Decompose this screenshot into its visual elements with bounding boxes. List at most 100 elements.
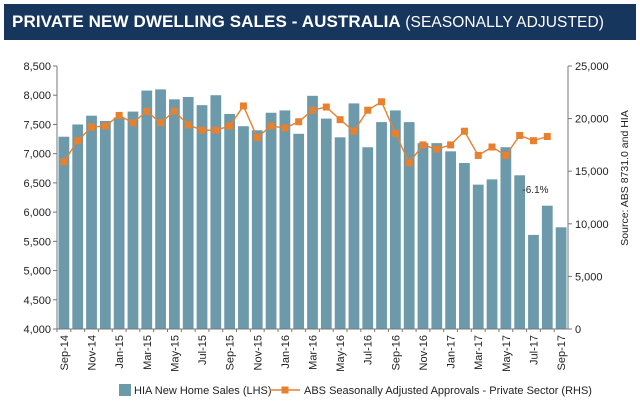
- approvals-marker-Jun-16: [350, 127, 358, 135]
- axes-layer: [53, 65, 572, 332]
- bars-layer: [58, 89, 567, 330]
- bar-Oct-15: [238, 126, 249, 329]
- bar-Jan-17: [445, 151, 456, 329]
- x-tick-label: May-16: [335, 335, 347, 372]
- x-tick-label: Sep-14: [59, 335, 71, 370]
- bar-Apr-16: [320, 118, 332, 329]
- approvals-marker-Sep-14: [60, 158, 68, 166]
- x-tick-label: Mar-15: [142, 335, 154, 370]
- approvals-marker-Feb-17: [460, 127, 468, 135]
- approvals-marker-Feb-16: [295, 118, 303, 126]
- left-tick-label: 6,500: [23, 178, 51, 190]
- approvals-marker-Jan-16: [281, 124, 289, 132]
- approvals-marker-Nov-15: [253, 134, 261, 142]
- right-tick-label: 15,000: [575, 166, 609, 178]
- left-tick-label: 7,000: [23, 149, 51, 161]
- bar-Apr-15: [155, 89, 166, 329]
- bar-May-16: [334, 137, 346, 329]
- bar-Dec-15: [265, 112, 277, 329]
- x-tick-label: Jan-15: [114, 335, 126, 369]
- x-tick-label: Jan-17: [446, 335, 458, 369]
- title-bold: PRIVATE NEW DWELLING SALES - AUSTRALIA: [12, 12, 401, 31]
- source-label: Source: ABS 8731.0 and HIA: [619, 110, 631, 245]
- bar-Sep-15: [224, 113, 236, 330]
- x-tick-label: Jul-17: [528, 335, 540, 365]
- approvals-marker-Aug-17: [543, 132, 551, 140]
- right-tick-label: 20,000: [575, 114, 609, 126]
- right-tick-label: 25,000: [575, 61, 609, 73]
- approvals-marker-May-17: [502, 151, 510, 159]
- x-tick-label: Sep-16: [390, 335, 402, 370]
- left-tick-label: 4,500: [23, 295, 51, 307]
- bar-Jul-15: [196, 105, 208, 329]
- approvals-marker-Sep-16: [391, 129, 399, 137]
- approvals-marker-Apr-16: [322, 103, 330, 111]
- approvals-marker-Oct-14: [74, 137, 82, 145]
- annotation-label: -6.1%: [522, 185, 548, 196]
- x-tick-label: Nov-14: [87, 335, 99, 370]
- bar-Oct-14: [72, 124, 84, 329]
- approvals-marker-Mar-17: [474, 151, 482, 159]
- bar-Sep-17: [555, 227, 567, 329]
- bar-Aug-16: [376, 122, 387, 330]
- approvals-marker-Jan-17: [447, 141, 455, 149]
- legend: HIA New Home Sales (LHS) ABS Seasonally A…: [119, 384, 592, 397]
- bar-Jan-15: [113, 117, 125, 329]
- approvals-marker-Jul-17: [529, 137, 537, 145]
- approvals-marker-Mar-16: [309, 106, 316, 114]
- x-tick-label: Jul-16: [363, 335, 375, 365]
- approvals-marker-May-16: [336, 116, 344, 124]
- left-tick-label: 7,500: [23, 119, 51, 131]
- x-tick-label: Sep-15: [225, 335, 237, 370]
- bar-Jul-16: [362, 147, 374, 329]
- bar-Nov-15: [251, 130, 263, 329]
- bar-Mar-17: [472, 184, 484, 329]
- bar-Nov-16: [417, 143, 429, 329]
- bar-Mar-16: [307, 95, 318, 329]
- bar-Feb-17: [459, 163, 470, 329]
- left-tick-label: 8,500: [23, 61, 51, 73]
- approvals-marker-Nov-14: [88, 123, 96, 131]
- title-light: (SEASONALLY ADJUSTED): [405, 14, 605, 31]
- right-tick-label: 10,000: [575, 219, 609, 231]
- bar-Jun-16: [348, 103, 360, 329]
- approvals-marker-Mar-15: [143, 107, 151, 115]
- bar-May-17: [500, 147, 512, 329]
- bar-Dec-16: [431, 143, 443, 329]
- approvals-marker-Dec-14: [101, 122, 109, 130]
- approvals-marker-Jun-15: [184, 121, 192, 129]
- bar-Apr-17: [486, 179, 498, 329]
- x-tick-label: Jan-16: [280, 335, 292, 369]
- legend-bar-swatch: [119, 384, 131, 396]
- bar-Dec-14: [99, 120, 111, 329]
- bar-May-15: [169, 99, 180, 330]
- approvals-marker-Sep-15: [226, 122, 234, 130]
- left-tick-label: 6,000: [23, 207, 51, 219]
- approvals-marker-Nov-16: [419, 141, 427, 149]
- chart-header: PRIVATE NEW DWELLING SALES - AUSTRALIA (…: [4, 4, 636, 40]
- bar-Aug-17: [541, 205, 553, 329]
- legend-bar-label: HIA New Home Sales (LHS): [134, 385, 272, 397]
- bar-Mar-15: [141, 90, 153, 330]
- legend-line-marker: [281, 386, 289, 394]
- approvals-marker-Apr-17: [488, 143, 496, 151]
- approvals-marker-Apr-15: [157, 119, 165, 127]
- right-tick-label: 0: [575, 324, 581, 336]
- x-tick-label: Jul-15: [197, 335, 209, 365]
- bar-Jun-15: [182, 96, 194, 329]
- line-layer: [60, 98, 551, 167]
- bar-Aug-15: [210, 95, 222, 329]
- bar-Feb-16: [293, 133, 305, 329]
- x-tick-label: Mar-16: [308, 335, 320, 370]
- legend-line-label: ABS Seasonally Adjusted Approvals - Priv…: [304, 385, 592, 397]
- bar-Jun-17: [514, 175, 526, 329]
- approvals-marker-Jul-15: [198, 126, 206, 134]
- x-tick-label: Nov-16: [418, 335, 430, 370]
- approvals-marker-Jun-17: [516, 131, 524, 139]
- left-tick-label: 5,000: [23, 266, 51, 278]
- approvals-marker-May-15: [170, 107, 178, 115]
- approvals-marker-Dec-15: [267, 122, 275, 130]
- left-tick-label: 4,000: [23, 324, 51, 336]
- approvals-marker-Aug-15: [212, 126, 220, 134]
- approvals-marker-Jul-16: [364, 106, 372, 114]
